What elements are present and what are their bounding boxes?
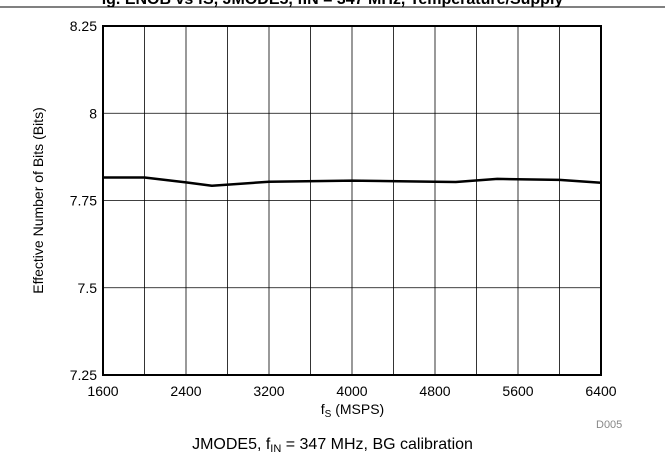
figure-title: ig. ENOB vs fS, JMODE5, fIN = 347 MHz, T… xyxy=(0,0,665,9)
x-tick-label: 2400 xyxy=(170,383,201,399)
plot-frame xyxy=(102,25,602,376)
x-axis-label: fS (MSPS) xyxy=(0,401,665,420)
y-axis-label: Effective Number of Bits (Bits) xyxy=(30,107,46,293)
x-tick-label: 4800 xyxy=(419,383,450,399)
x-axis-label-main: f xyxy=(320,401,325,417)
x-tick-label: 5600 xyxy=(502,383,533,399)
y-tick-label: 7.75 xyxy=(70,193,97,209)
x-tick-label: 6400 xyxy=(585,383,616,399)
y-tick-label: 8.25 xyxy=(70,18,97,34)
figure-code: D005 xyxy=(596,419,623,431)
y-tick-label: 7.25 xyxy=(70,367,97,383)
y-tick-label: 8 xyxy=(89,105,97,121)
x-tick-label: 4000 xyxy=(336,383,367,399)
caption-rest: = 347 MHz, BG calibration xyxy=(281,436,473,453)
x-tick-label: 1600 xyxy=(87,383,118,399)
x-tick-label: 3200 xyxy=(253,383,284,399)
figure-caption: JMODE5, fIN = 347 MHz, BG calibration xyxy=(0,436,665,455)
caption-prefix: JMODE5, f xyxy=(192,436,271,453)
y-tick-label: 7.5 xyxy=(78,280,98,296)
x-axis-label-subscript: S xyxy=(324,409,332,420)
x-axis-label-units: (MSPS) xyxy=(331,401,385,417)
caption-subscript: IN xyxy=(270,443,282,455)
series-line xyxy=(103,176,602,188)
